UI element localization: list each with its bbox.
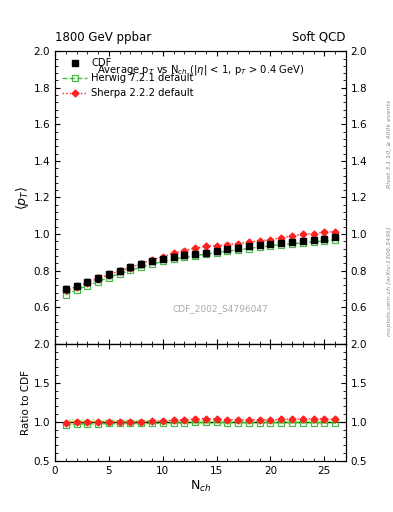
Text: mcplots.cern.ch [arXiv:1306.3436]: mcplots.cern.ch [arXiv:1306.3436] xyxy=(387,227,392,336)
X-axis label: N$_{ch}$: N$_{ch}$ xyxy=(190,478,211,494)
Text: CDF_2002_S4796047: CDF_2002_S4796047 xyxy=(173,304,269,313)
Text: Rivet 3.1.10, ≥ 400k events: Rivet 3.1.10, ≥ 400k events xyxy=(387,99,392,187)
Text: Average p$_T$ vs N$_{ch}$ (|$\eta$| < 1, p$_T$ > 0.4 GeV): Average p$_T$ vs N$_{ch}$ (|$\eta$| < 1,… xyxy=(97,63,304,77)
Text: Soft QCD: Soft QCD xyxy=(292,31,346,44)
Text: 1800 GeV ppbar: 1800 GeV ppbar xyxy=(55,31,151,44)
Y-axis label: $\langle p_T \rangle$: $\langle p_T \rangle$ xyxy=(14,185,31,209)
Y-axis label: Ratio to CDF: Ratio to CDF xyxy=(21,370,31,435)
Legend: CDF, Herwig 7.2.1 default, Sherpa 2.2.2 default: CDF, Herwig 7.2.1 default, Sherpa 2.2.2 … xyxy=(58,54,198,102)
